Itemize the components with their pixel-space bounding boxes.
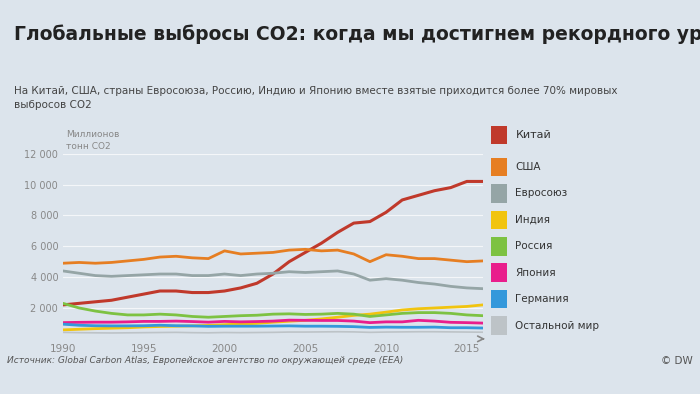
Bar: [491, 316, 507, 335]
Text: США: США: [515, 162, 541, 172]
Text: Япония: Япония: [515, 268, 556, 278]
Text: Германия: Германия: [515, 294, 569, 304]
Text: Россия: Россия: [515, 241, 553, 251]
Text: Остальной мир: Остальной мир: [515, 321, 599, 331]
Text: Глобальные выбросы СО2: когда мы достигнем рекордного уровня?: Глобальные выбросы СО2: когда мы достигн…: [14, 24, 700, 44]
Bar: [491, 158, 507, 176]
Bar: [491, 126, 507, 144]
Bar: [491, 184, 507, 203]
Text: Миллионов
тонн СО2: Миллионов тонн СО2: [66, 130, 120, 151]
Text: Индия: Индия: [515, 215, 550, 225]
Text: © DW: © DW: [662, 356, 693, 366]
Bar: [491, 264, 507, 282]
Text: Китай: Китай: [515, 130, 551, 140]
Bar: [491, 237, 507, 256]
Bar: [491, 290, 507, 309]
Text: Евросоюз: Евросоюз: [515, 188, 568, 198]
Text: На Китай, США, страны Евросоюза, Россию, Индию и Японию вместе взятые приходится: На Китай, США, страны Евросоюза, Россию,…: [14, 87, 617, 110]
Bar: [491, 210, 507, 229]
Text: Источник: Global Carbon Atlas, Европейское агентство по окружающей среде (EEA): Источник: Global Carbon Atlas, Европейск…: [7, 356, 403, 365]
